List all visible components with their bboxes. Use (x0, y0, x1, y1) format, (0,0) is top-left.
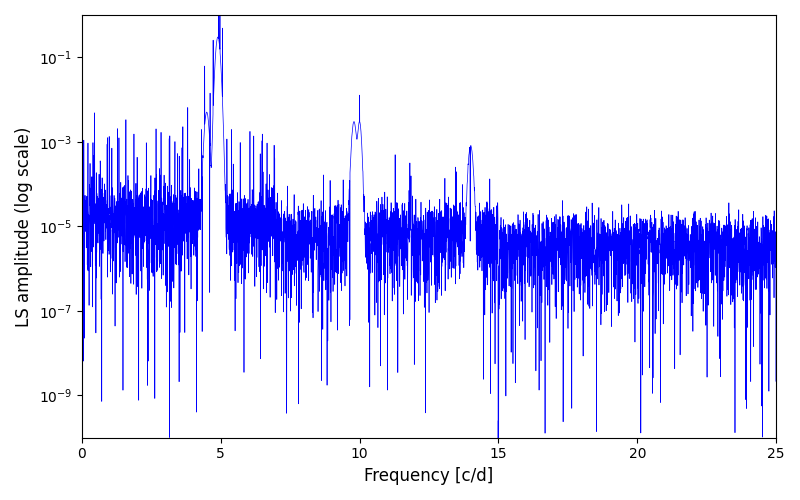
X-axis label: Frequency [c/d]: Frequency [c/d] (364, 467, 494, 485)
Y-axis label: LS amplitude (log scale): LS amplitude (log scale) (15, 126, 33, 326)
